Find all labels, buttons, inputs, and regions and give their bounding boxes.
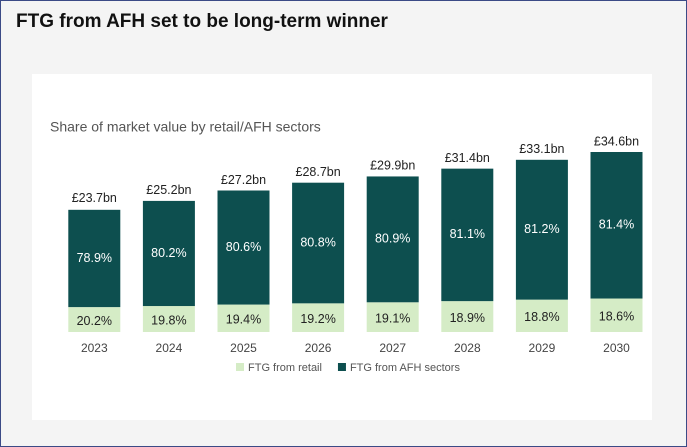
bar-segment bbox=[590, 298, 643, 332]
bar-segment bbox=[292, 182, 345, 304]
bar-segment bbox=[68, 209, 121, 308]
value-label: 80.6% bbox=[226, 240, 261, 254]
bar-segment bbox=[515, 159, 568, 300]
value-label: 18.6% bbox=[599, 310, 634, 324]
bar-segment bbox=[142, 200, 195, 307]
legend-swatch bbox=[236, 363, 244, 371]
total-label: £28.7bn bbox=[296, 165, 341, 179]
bar-segment bbox=[366, 302, 419, 332]
value-label: 20.2% bbox=[77, 314, 112, 328]
total-label: £33.1bn bbox=[519, 142, 564, 156]
value-label: 81.1% bbox=[450, 227, 485, 241]
value-label: 19.8% bbox=[151, 313, 186, 327]
value-label: 81.4% bbox=[599, 218, 634, 232]
chart-title: Share of market value by retail/AFH sect… bbox=[50, 119, 321, 135]
total-label: £31.4bn bbox=[445, 151, 490, 165]
bar-segment bbox=[217, 304, 270, 332]
total-label: £23.7bn bbox=[72, 191, 117, 205]
total-label: £27.2bn bbox=[221, 173, 266, 187]
total-label: £29.9bn bbox=[370, 159, 415, 173]
value-label: 19.4% bbox=[226, 313, 261, 327]
bar-segment bbox=[590, 152, 643, 299]
x-tick-label: 2028 bbox=[454, 341, 481, 355]
value-label: 81.2% bbox=[524, 222, 559, 236]
legend-label: FTG from retail bbox=[248, 362, 322, 374]
value-label: 78.9% bbox=[77, 251, 112, 265]
total-label: £34.6bn bbox=[594, 134, 639, 148]
x-tick-label: 2024 bbox=[156, 341, 183, 355]
value-label: 19.2% bbox=[300, 312, 335, 326]
bar-segment bbox=[142, 306, 195, 332]
x-tick-label: 2025 bbox=[230, 341, 257, 355]
value-label: 18.8% bbox=[524, 310, 559, 324]
x-tick-label: 2030 bbox=[603, 341, 630, 355]
bar-segment bbox=[515, 299, 568, 332]
bar-segment bbox=[441, 301, 494, 332]
value-label: 80.9% bbox=[375, 232, 410, 246]
bar-segment bbox=[441, 168, 494, 302]
bar-segment bbox=[68, 307, 121, 332]
x-tick-label: 2029 bbox=[529, 341, 556, 355]
value-label: 80.8% bbox=[300, 235, 335, 249]
bar-segment bbox=[366, 176, 419, 303]
legend-swatch bbox=[337, 363, 346, 371]
value-label: 18.9% bbox=[450, 311, 485, 325]
legend-label: FTG from AFH sectors bbox=[350, 362, 461, 374]
x-tick-label: 2023 bbox=[81, 341, 108, 355]
bar-segment bbox=[217, 190, 270, 305]
value-label: 19.1% bbox=[375, 311, 410, 325]
x-tick-label: 2026 bbox=[305, 341, 332, 355]
x-tick-label: 2027 bbox=[379, 341, 406, 355]
total-label: £25.2bn bbox=[146, 183, 191, 197]
value-label: 80.2% bbox=[151, 246, 186, 260]
heading: FTG from AFH set to be long-term winner bbox=[16, 11, 389, 32]
bar-segment bbox=[292, 303, 345, 332]
